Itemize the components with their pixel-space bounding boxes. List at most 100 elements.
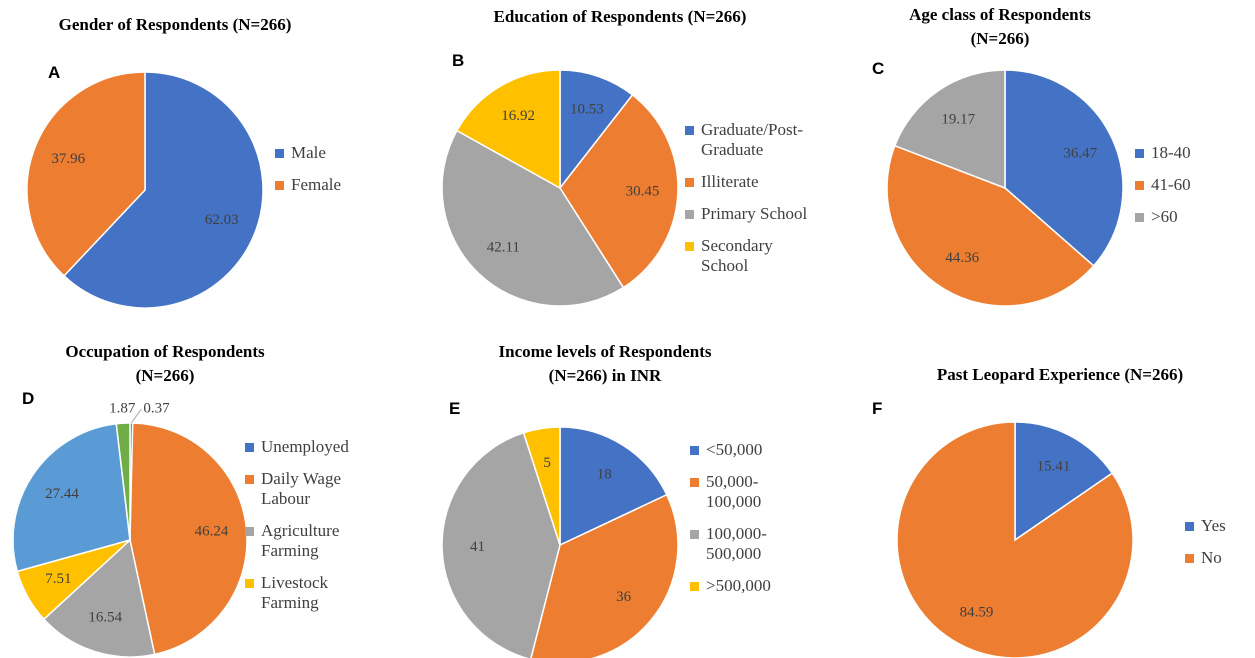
legend-label: 100,000-500,000 <box>706 524 767 563</box>
data-label: 30.45 <box>626 183 660 199</box>
legend-swatch <box>245 475 254 484</box>
data-label: 16.54 <box>88 609 122 625</box>
panel-letter: F <box>872 399 882 418</box>
legend-item: Male <box>275 143 395 163</box>
data-label: 1.87 <box>109 401 136 417</box>
legend-item: Primary School <box>685 204 815 224</box>
legend-label: >500,000 <box>706 576 771 595</box>
legend-label: Livestock Farming <box>261 573 329 612</box>
panel-letter: B <box>452 51 464 70</box>
legend-swatch <box>275 149 284 158</box>
legend-swatch <box>690 530 699 539</box>
legend-label: Primary School <box>701 204 808 223</box>
data-label: 44.36 <box>945 250 979 266</box>
legend-item: Graduate/Post-Graduate <box>685 120 815 160</box>
legend-item: 41-60 <box>1135 175 1235 195</box>
pie-slice <box>559 93 679 289</box>
chart-title: (N=266) <box>136 366 195 385</box>
legend-swatch <box>1135 181 1144 190</box>
legend-swatch <box>245 443 254 452</box>
legend-swatch <box>245 527 254 536</box>
pie-slice <box>522 426 561 546</box>
data-label: 7.51 <box>45 571 71 587</box>
legend-item: 18-40 <box>1135 143 1235 163</box>
legend-item: Female <box>275 175 395 195</box>
legend-item: Livestock Farming <box>245 573 355 613</box>
legend-label: <50,000 <box>706 440 763 459</box>
legend-item: >60 <box>1135 207 1235 227</box>
panel-letter: E <box>449 399 460 418</box>
chart-title: Past Leopard Experience (N=266) <box>937 365 1183 384</box>
pie-slice <box>893 69 1006 190</box>
data-label: 5 <box>543 455 551 471</box>
pie-slice <box>62 71 264 309</box>
data-label: 27.44 <box>45 486 79 502</box>
pie-slice <box>1004 69 1124 267</box>
data-label: 42.11 <box>487 240 520 256</box>
legend-label: Female <box>291 175 342 194</box>
legend-swatch <box>690 582 699 591</box>
legend-label: Graduate/Post-Graduate <box>701 120 803 159</box>
pie-slice <box>1014 421 1114 542</box>
legend-item: >500,000 <box>690 576 785 596</box>
legend-swatch <box>1135 149 1144 158</box>
pie-slice <box>455 69 561 190</box>
chart-title: Education of Respondents (N=266) <box>494 7 747 26</box>
data-label: 46.24 <box>195 524 229 540</box>
legend: Graduate/Post-Graduate Illiterate Primary … <box>685 120 815 276</box>
legend-label: Secondary School <box>701 236 773 275</box>
legend-swatch <box>1135 213 1144 222</box>
chart-title: Occupation of Respondents <box>65 342 265 361</box>
pie-slice <box>559 426 668 547</box>
pie-slice <box>530 493 679 658</box>
data-label: 62.03 <box>205 212 239 228</box>
legend-label: 50,000-100,000 <box>706 472 762 511</box>
legend-item: Illiterate <box>685 172 815 192</box>
data-label: 84.59 <box>960 605 994 621</box>
legend: Male Female <box>275 143 395 195</box>
data-label: 15.41 <box>1037 458 1071 474</box>
chart-title: (N=266) in INR <box>549 366 662 385</box>
legend-swatch <box>1185 522 1194 531</box>
chart-title: Gender of Respondents (N=266) <box>59 15 292 34</box>
legend: 18-40 41-60 >60 <box>1135 143 1235 227</box>
pie-slice <box>12 422 131 573</box>
legend-label: 41-60 <box>1151 175 1191 194</box>
data-label: 41 <box>470 539 485 555</box>
data-label: 16.92 <box>501 108 535 124</box>
data-label: 37.96 <box>51 151 85 167</box>
panel-letter: A <box>48 63 60 82</box>
pie-slice <box>26 71 146 277</box>
legend-label: Illiterate <box>701 172 759 191</box>
legend-label: Unemployed <box>261 437 349 456</box>
legend-label: >60 <box>1151 207 1178 226</box>
legend-item: Daily Wage Labour <box>245 469 355 509</box>
legend-item: <50,000 <box>690 440 785 460</box>
legend-label: 18-40 <box>1151 143 1191 162</box>
legend-swatch <box>1185 554 1194 563</box>
legend-item: No <box>1185 548 1245 568</box>
panel-letter: D <box>22 389 34 408</box>
data-label: 19.17 <box>941 111 975 127</box>
legend-item: 100,000-500,000 <box>690 524 785 564</box>
data-label: 0.37 <box>143 400 170 416</box>
data-label: 36.47 <box>1063 145 1097 161</box>
legend-label: Yes <box>1201 516 1226 535</box>
data-label: 36 <box>616 589 632 605</box>
legend-swatch <box>245 579 254 588</box>
legend-item: Agriculture Farming <box>245 521 355 561</box>
pie-slice <box>441 129 625 307</box>
chart-title: (N=266) <box>971 29 1030 48</box>
legend-item: Yes <box>1185 516 1245 536</box>
chart-title: Income levels of Respondents <box>499 342 712 361</box>
legend: Yes No <box>1185 516 1245 568</box>
legend-item: Secondary School <box>685 236 815 276</box>
pie-slice <box>896 421 1134 658</box>
legend-label: No <box>1201 548 1222 567</box>
legend-swatch <box>685 178 694 187</box>
legend-label: Daily Wage Labour <box>261 469 341 508</box>
pie-slice <box>115 422 131 541</box>
pie-slice <box>42 538 156 658</box>
